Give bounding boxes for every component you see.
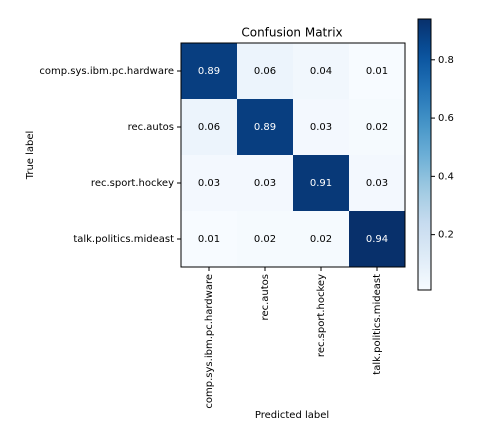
- cell-value-label: 0.89: [254, 122, 276, 133]
- y-tick-label: rec.autos: [128, 122, 174, 133]
- cell-value-label: 0.03: [366, 178, 388, 189]
- cell-value-label: 0.02: [310, 234, 332, 245]
- cell-value-label: 0.01: [198, 234, 220, 245]
- heatmap-cell: [181, 43, 238, 100]
- heatmap-cell: [293, 211, 350, 268]
- cell-value-label: 0.02: [254, 234, 276, 245]
- heatmap-cell: [181, 99, 238, 156]
- colorbar-tick-label: 0.4: [438, 171, 454, 182]
- chart-title: Confusion Matrix: [241, 26, 342, 40]
- cell-value-label: 0.06: [198, 122, 220, 133]
- heatmap-cell: [237, 99, 294, 156]
- cell-value-label: 0.89: [198, 66, 220, 77]
- cell-value-label: 0.91: [310, 178, 332, 189]
- heatmap-cell: [349, 43, 406, 100]
- heatmap-cell: [349, 99, 406, 156]
- cell-value-label: 0.01: [366, 66, 388, 77]
- y-tick-label: comp.sys.ibm.pc.hardware: [39, 66, 174, 77]
- heatmap-cell: [293, 43, 350, 100]
- heatmap-cell: [293, 99, 350, 156]
- cell-value-label: 0.94: [366, 234, 388, 245]
- cell-value-label: 0.02: [366, 122, 388, 133]
- plot-frame: [180, 42, 406, 268]
- cell-value-label: 0.03: [254, 178, 276, 189]
- colorbar-tick-label: 0.8: [438, 55, 454, 66]
- cell-value-label: 0.03: [310, 122, 332, 133]
- heatmap-cell: [349, 211, 406, 268]
- cell-value-label: 0.04: [310, 66, 332, 77]
- colorbar-tick-label: 0.6: [438, 113, 454, 124]
- x-tick-label: talk.politics.mideast: [372, 274, 383, 375]
- heatmap-cell: [293, 155, 350, 212]
- heatmap-cell: [181, 155, 238, 212]
- x-tick-label: rec.autos: [260, 274, 271, 320]
- x-tick-label: rec.sport.hockey: [316, 274, 327, 357]
- x-axis-label: Predicted label: [255, 410, 329, 421]
- heatmap-cell: [237, 43, 294, 100]
- heatmap-cell: [237, 155, 294, 212]
- cell-value-label: 0.06: [254, 66, 276, 77]
- heatmap-cell: [237, 211, 294, 268]
- x-tick-label: comp.sys.ibm.pc.hardware: [204, 274, 215, 409]
- heatmap-cell: [349, 155, 406, 212]
- y-tick-label: talk.politics.mideast: [73, 234, 174, 245]
- y-axis-label: True label: [25, 131, 36, 181]
- colorbar-tick-label: 0.2: [438, 230, 454, 241]
- heatmap-cell: [181, 211, 238, 268]
- cell-value-label: 0.03: [198, 178, 220, 189]
- y-tick-label: rec.sport.hockey: [91, 178, 174, 189]
- colorbar: [417, 18, 432, 291]
